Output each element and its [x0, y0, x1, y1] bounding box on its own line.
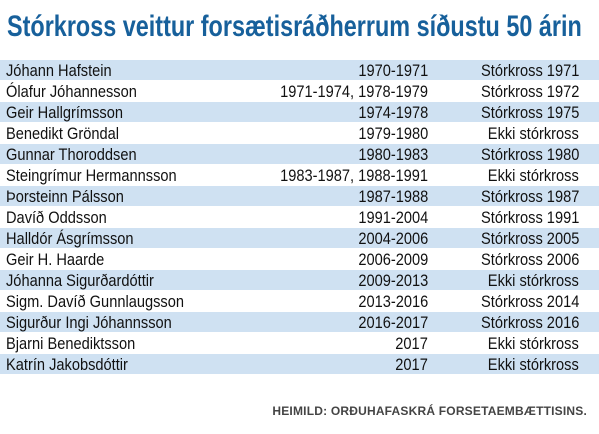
table-row: Davíð Oddsson 1991-2004 Stórkross 1991: [0, 207, 599, 228]
prime-minister-name: Steingrímur Hermannsson: [6, 166, 177, 185]
table-row: Sigm. Davíð Gunnlaugsson 2013-2016 Stórkro…: [0, 291, 599, 312]
prime-minister-name: Gunnar Thoroddsen: [6, 145, 137, 164]
award-status: Stórkross 1987: [480, 187, 579, 206]
prime-minister-name: Bjarni Benediktsson: [6, 334, 136, 353]
award-status: Ekki stórkross: [488, 166, 579, 185]
award-status: Stórkross 1975: [480, 103, 579, 122]
prime-minister-name: Sigm. Davíð Gunnlaugsson: [6, 292, 184, 311]
term-years: 2017: [395, 334, 428, 353]
table-row: Ólafur Jóhannesson 1971-1974, 1978-1979 St…: [0, 81, 599, 102]
term-years: 1987-1988: [358, 187, 428, 206]
term-years: 2006-2009: [358, 250, 428, 269]
term-years: 1991-2004: [358, 208, 428, 227]
term-years: 2017: [395, 355, 428, 374]
term-years: 2004-2006: [358, 229, 428, 248]
award-status: Stórkross 1980: [480, 145, 579, 164]
award-status: Ekki stórkross: [488, 334, 579, 353]
prime-minister-name: Ólafur Jóhannesson: [6, 82, 137, 101]
term-years: 1980-1983: [358, 145, 428, 164]
prime-minister-name: Jóhann Hafstein: [6, 61, 112, 80]
term-years: 1974-1978: [358, 103, 428, 122]
prime-minister-name: Geir Hallgrímsson: [6, 103, 124, 122]
prime-minister-name: Sigurður Ingi Jóhannsson: [6, 313, 172, 332]
prime-minister-name: Jóhanna Sigurðardóttir: [6, 271, 154, 290]
prime-ministers-table: Jóhann Hafstein 1970-1971 Stórkross 1971 Ól…: [0, 60, 599, 375]
prime-minister-name: Þorsteinn Pálsson: [6, 187, 124, 206]
award-status: Stórkross 2005: [480, 229, 579, 248]
prime-minister-name: Davíð Oddsson: [6, 208, 107, 227]
award-status: Stórkross 1991: [480, 208, 579, 227]
award-status: Stórkross 2006: [480, 250, 579, 269]
term-years: 2009-2013: [358, 271, 428, 290]
page-title: Stórkross veittur forsætisráðherrum síðu…: [7, 10, 582, 43]
term-years: 1979-1980: [358, 124, 428, 143]
term-years: 2016-2017: [358, 313, 428, 332]
award-status: Stórkross 2016: [480, 313, 579, 332]
prime-minister-name: Halldór Ásgrímsson: [6, 229, 134, 248]
table-row: Jóhanna Sigurðardóttir 2009-2013 Ekki stór…: [0, 270, 599, 291]
table-row: Þorsteinn Pálsson 1987-1988 Stórkross 1987: [0, 186, 599, 207]
table-row: Geir H. Haarde 2006-2009 Stórkross 2006: [0, 249, 599, 270]
table-row: Bjarni Benediktsson 2017 Ekki stórkross: [0, 333, 599, 354]
table-row: Jóhann Hafstein 1970-1971 Stórkross 1971: [0, 60, 599, 81]
prime-minister-name: Geir H. Haarde: [6, 250, 105, 269]
award-status: Stórkross 1972: [480, 82, 579, 101]
table-row: Steingrímur Hermannsson 1983-1987, 1988-1…: [0, 165, 599, 186]
term-years: 1970-1971: [358, 61, 428, 80]
term-years: 2013-2016: [358, 292, 428, 311]
prime-minister-name: Benedikt Gröndal: [6, 124, 119, 143]
table-row: Katrín Jakobsdóttir 2017 Ekki stórkross: [0, 354, 599, 375]
award-status: Stórkross 2014: [480, 292, 579, 311]
source-note: HEIMILD: ORÐUHAFASKRÁ FORSETAEMBÆTTISINS…: [272, 404, 587, 418]
award-status: Stórkross 1971: [480, 61, 579, 80]
award-status: Ekki stórkross: [488, 355, 579, 374]
table-row: Geir Hallgrímsson 1974-1978 Stórkross 1975: [0, 102, 599, 123]
table-row: Gunnar Thoroddsen 1980-1983 Stórkross 1980: [0, 144, 599, 165]
award-status: Ekki stórkross: [488, 124, 579, 143]
term-years: 1983-1987, 1988-1991: [280, 166, 428, 185]
table-row: Sigurður Ingi Jóhannsson 2016-2017 Stórkro…: [0, 312, 599, 333]
table-row: Halldór Ásgrímsson 2004-2006 Stórkross 200…: [0, 228, 599, 249]
term-years: 1971-1974, 1978-1979: [280, 82, 428, 101]
award-status: Ekki stórkross: [488, 271, 579, 290]
table-row: Benedikt Gröndal 1979-1980 Ekki stórkross: [0, 123, 599, 144]
prime-minister-name: Katrín Jakobsdóttir: [6, 355, 128, 374]
